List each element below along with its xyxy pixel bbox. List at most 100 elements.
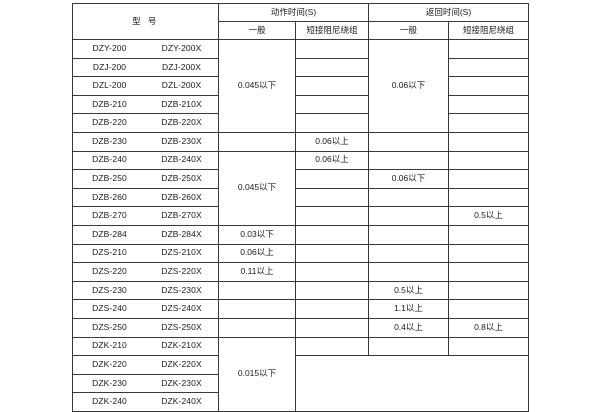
- model-code-variant: DZB-284X: [161, 228, 202, 239]
- cell-action-damping: [295, 57, 369, 78]
- model-code-primary: DZK-240: [92, 396, 127, 407]
- cell-return-general: 0.5以上: [368, 280, 449, 301]
- model-code-primary: DZB-220: [92, 117, 127, 128]
- model-code-variant: DZS-210X: [161, 247, 202, 258]
- cell-return-damping: [448, 336, 529, 357]
- table-row: DZJ-200 DZJ-200X: [72, 57, 529, 78]
- model-code-primary: DZJ-200: [92, 61, 127, 72]
- cell-model: DZB-240 DZB-240X: [72, 150, 219, 171]
- cell-model: DZK-230 DZK-230X: [72, 373, 219, 394]
- table-row: DZS-210 DZS-210X 0.06以上: [72, 243, 529, 264]
- model-code-primary: DZY-200: [92, 42, 127, 53]
- model-code-variant: DZL-200X: [161, 80, 202, 91]
- cell-return-damping: [448, 280, 529, 301]
- table-row: DZB-284 DZB-284X 0.03以下: [72, 224, 529, 245]
- model-code-variant: DZK-220X: [161, 359, 202, 369]
- table-row: DZY-200 DZY-200X 0.045以下 0.06以下: [72, 39, 529, 133]
- table-row: DZK-220 DZK-220X: [72, 355, 529, 412]
- cell-return-general: [368, 224, 449, 245]
- model-code-variant: DZB-210X: [161, 98, 202, 109]
- cell-action-damping: [295, 94, 369, 115]
- cell-model: DZB-210 DZB-210X: [72, 94, 219, 115]
- model-code-variant: DZS-230X: [161, 284, 202, 295]
- model-code-variant: DZB-230X: [161, 135, 202, 146]
- cell-model: DZS-210 DZS-210X: [72, 243, 219, 264]
- document-page: 型 号 动作时间(S) 返回时间(S) 一般 短接阻尼绕组 一般 短接阻尼绕组 …: [72, 3, 529, 412]
- cell-return-damping: [448, 76, 529, 96]
- model-code-variant: DZS-220X: [161, 266, 202, 277]
- cell-action-general: [218, 131, 296, 152]
- header-row-groups: 型 号 动作时间(S) 返回时间(S): [72, 3, 529, 40]
- model-code-variant: DZJ-200X: [161, 61, 202, 72]
- header-group-return-time: 返回时间(S): [368, 3, 529, 22]
- cell-action-general: [218, 299, 296, 319]
- cell-action-damping: [295, 113, 369, 133]
- cell-model: DZK-210 DZK-210X: [72, 336, 219, 357]
- model-code-variant: DZK-210X: [161, 340, 202, 351]
- model-code-primary: DZK-210: [92, 340, 127, 351]
- relay-timing-spec-table: 型 号 动作时间(S) 返回时间(S) 一般 短接阻尼绕组 一般 短接阻尼绕组 …: [72, 3, 529, 412]
- cell-action-damping: 0.06以上: [295, 131, 369, 152]
- model-code-primary: DZS-210: [92, 247, 127, 258]
- model-code-variant: DZK-230X: [161, 377, 202, 388]
- table-row: DZS-250 DZS-250X 0.4以上 0.8以上: [72, 317, 529, 338]
- model-code-variant: DZB-270X: [161, 210, 202, 221]
- cell-model: DZS-240 DZS-240X: [72, 299, 219, 319]
- model-code-primary: DZS-220: [92, 266, 127, 277]
- table-body: DZY-200 DZY-200X 0.045以下 0.06以下 DZJ-200 DZJ-2…: [72, 39, 529, 412]
- cell-return-damping: [448, 113, 529, 133]
- cell-model: DZB-230 DZB-230X: [72, 131, 219, 152]
- cell-action-general: 0.015以下: [218, 336, 296, 412]
- cell-action-general: 0.03以下: [218, 224, 296, 245]
- table-row: DZB-260 DZB-260X: [72, 187, 529, 208]
- model-code-primary: DZB-210: [92, 98, 127, 109]
- model-code-variant: DZB-240X: [161, 154, 202, 165]
- cell-action-damping: [295, 39, 369, 59]
- cell-return-general: [368, 150, 449, 171]
- cell-return-damping: [448, 299, 529, 319]
- cell-action-damping: [295, 262, 369, 282]
- table-header: 型 号 动作时间(S) 返回时间(S) 一般 短接阻尼绕组 一般 短接阻尼绕组: [72, 3, 529, 40]
- model-code-variant: DZB-220X: [161, 117, 202, 128]
- model-code-primary: DZB-270: [92, 210, 127, 221]
- model-code-variant: DZK-240X: [161, 396, 202, 407]
- cell-model: DZS-250 DZS-250X: [72, 317, 219, 338]
- table-row: DZB-240 DZB-240X 0.045以下 0.06以上: [72, 150, 529, 226]
- table-row: DZB-210 DZB-210X: [72, 94, 529, 115]
- cell-model: DZK-220 DZK-220X: [72, 355, 219, 375]
- cell-action-damping: [295, 336, 369, 357]
- cell-action-general: 0.06以上: [218, 243, 296, 264]
- model-code-primary: DZB-230: [92, 135, 127, 146]
- model-code-variant: DZB-250X: [161, 173, 202, 184]
- model-code-variant: DZB-260X: [161, 191, 202, 202]
- cell-action-damping: [295, 169, 369, 189]
- model-code-primary: DZS-250: [92, 321, 127, 332]
- cell-action-general: 0.11以上: [218, 262, 296, 282]
- cell-return-general: [368, 243, 449, 264]
- header-return-general: 一般: [368, 21, 449, 40]
- cell-model: DZK-240 DZK-240X: [72, 392, 219, 412]
- cell-return-damping: [448, 131, 529, 152]
- cell-return-damping: [448, 169, 529, 189]
- header-action-damping: 短接阻尼绕组: [295, 21, 369, 40]
- header-action-general: 一般: [218, 21, 296, 40]
- cell-return-damping: [448, 57, 529, 78]
- cell-return-damping: [448, 94, 529, 115]
- cell-model: DZL-200 DZL-200X: [72, 76, 219, 96]
- cell-return-general: [368, 262, 449, 282]
- cell-return-damping: 0.8以上: [448, 317, 529, 338]
- model-code-primary: DZB-284: [92, 228, 127, 239]
- cell-action-damping: 0.06以上: [295, 150, 369, 171]
- cell-action-damping: [295, 299, 369, 319]
- cell-action-damping: [295, 76, 369, 96]
- cell-model: DZB-284 DZB-284X: [72, 224, 219, 245]
- table-row: DZL-200 DZL-200X: [72, 76, 529, 96]
- table-row: DZB-220 DZB-220X: [72, 113, 529, 133]
- cell-model: DZS-220 DZS-220X: [72, 262, 219, 282]
- cell-model: DZY-200 DZY-200X: [72, 39, 219, 59]
- table-row: DZS-230 DZS-230X 0.5以上: [72, 280, 529, 301]
- cell-action-damping: [295, 187, 369, 208]
- cell-return-general: [368, 336, 449, 357]
- model-code-primary: DZL-200: [92, 80, 127, 91]
- cell-model: DZB-260 DZB-260X: [72, 187, 219, 208]
